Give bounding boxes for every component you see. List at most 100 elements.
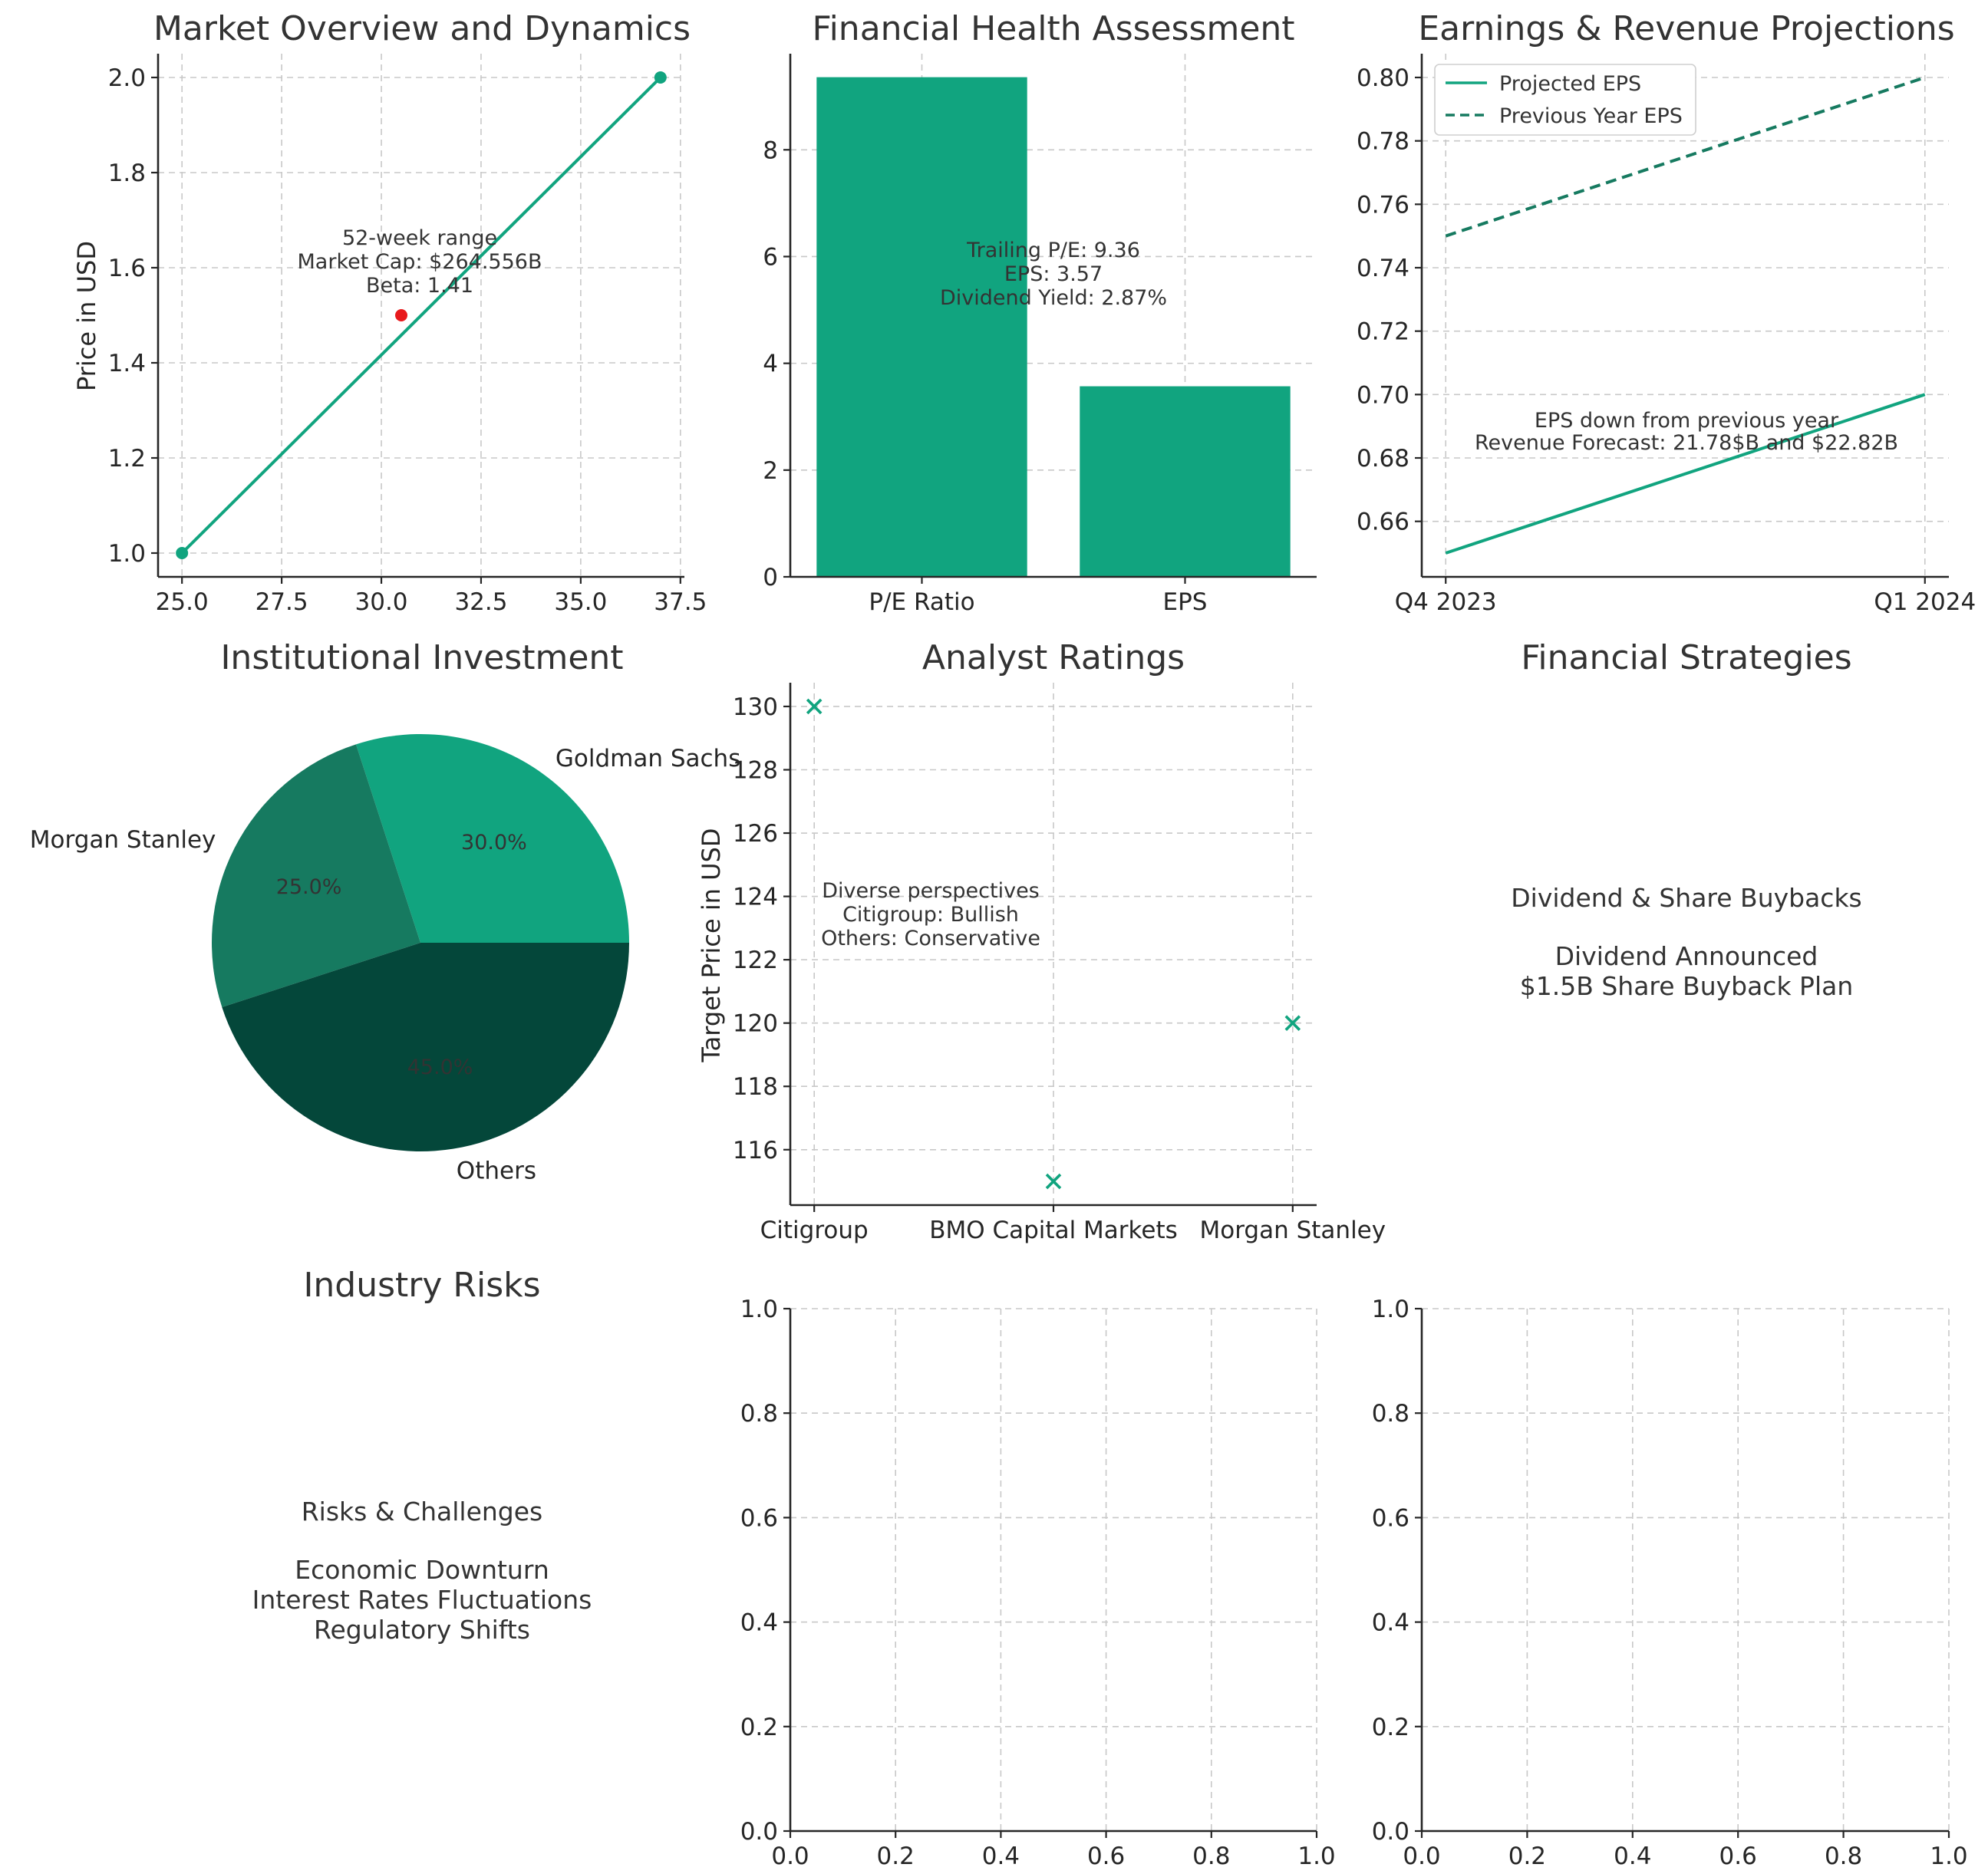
- empty2-ytick-label: 0.4: [1372, 1609, 1409, 1637]
- pie-slice-label: Others: [457, 1158, 536, 1185]
- pie-slice-percent: 25.0%: [276, 875, 342, 899]
- empty2-xtick-label: 0.4: [1614, 1843, 1651, 1870]
- health-ytick-label: 8: [763, 137, 778, 164]
- market-annotation-line: Market Cap: $264.556B: [298, 250, 542, 274]
- market-ytick-label: 2.0: [108, 64, 146, 92]
- analyst-ytick-label: 128: [733, 757, 778, 785]
- pie-slice-goldman-sachs: [355, 734, 629, 943]
- earnings-ytick-label: 0.66: [1357, 509, 1409, 536]
- analyst-ytick-label: 118: [733, 1073, 778, 1101]
- legend-label-previous: Previous Year EPS: [1499, 104, 1683, 128]
- earnings-legend: Projected EPS Previous Year EPS: [1434, 64, 1696, 136]
- empty1-ytick-label: 0.8: [740, 1400, 778, 1428]
- analyst-point-morgan-stanley: [1284, 1015, 1301, 1031]
- earnings-chart-title: Earnings & Revenue Projections: [1418, 9, 1954, 48]
- empty2-ytick-label: 0.8: [1372, 1400, 1409, 1428]
- institutional-investment-chart: Institutional Investment Goldman Sachs 30…: [30, 638, 741, 1185]
- legend-label-projected: Projected EPS: [1499, 72, 1641, 96]
- pie-slice-others: [222, 943, 629, 1152]
- risks-heading: Risks & Challenges: [302, 1497, 542, 1527]
- empty1-xtick-label: 0.0: [771, 1843, 809, 1870]
- pie-slice-percent: 45.0%: [407, 1056, 473, 1079]
- health-annotation-line: EPS: 3.57: [1004, 262, 1103, 286]
- earnings-ytick-label: 0.78: [1357, 128, 1409, 156]
- analyst-xtick-label: Morgan Stanley: [1200, 1217, 1386, 1244]
- analyst-ytick-label: 124: [733, 884, 778, 911]
- empty1-xtick-label: 1.0: [1297, 1843, 1335, 1870]
- market-ytick-label: 1.8: [108, 160, 146, 187]
- analyst-ytick-label: 122: [733, 947, 778, 974]
- strategies-line-2: $1.5B Share Buyback Plan: [1520, 971, 1854, 1001]
- market-xtick-label: 25.0: [156, 588, 209, 616]
- health-annotation-line: Dividend Yield: 2.87%: [940, 286, 1167, 310]
- empty1-xtick-label: 0.2: [877, 1843, 915, 1870]
- empty-axes-2: 0.0 0.2 0.4 0.6 0.8 1.0 0.0 0.2 0.4 0.6 0.8 1.0: [1372, 1296, 1968, 1870]
- earnings-ytick-label: 0.74: [1357, 255, 1409, 282]
- earnings-ytick-label: 0.72: [1357, 318, 1409, 346]
- market-price-point: [654, 71, 667, 84]
- empty2-ytick-label: 0.2: [1372, 1714, 1409, 1741]
- market-xtick-label: 37.5: [654, 588, 707, 616]
- earnings-ytick-label: 0.68: [1357, 445, 1409, 473]
- analyst-ytick-label: 126: [733, 820, 778, 848]
- empty2-ytick-label: 0.6: [1372, 1504, 1409, 1532]
- health-ytick-label: 0: [763, 564, 778, 591]
- earnings-annotation-line: EPS down from previous year: [1535, 409, 1839, 433]
- earnings-annotation-line: Revenue Forecast: 21.78$B and $22.82B: [1475, 431, 1898, 455]
- earnings-xtick-label: Q1 2024: [1874, 588, 1976, 616]
- earnings-ytick-label: 0.80: [1357, 64, 1409, 92]
- pie-slice-label: Goldman Sachs: [556, 745, 741, 772]
- financial-strategies-panel: Financial Strategies Dividend & Share Bu…: [1511, 638, 1862, 1001]
- empty1-xtick-label: 0.4: [982, 1843, 1020, 1870]
- health-annotation-line: Trailing P/E: 9.36: [966, 239, 1140, 262]
- market-overview-chart: Market Overview and Dynamics Price in US…: [72, 9, 707, 616]
- empty2-xtick-label: 0.0: [1403, 1843, 1440, 1870]
- strategies-title: Financial Strategies: [1521, 638, 1851, 677]
- earnings-xtick-label: Q4 2023: [1395, 588, 1497, 616]
- health-bar-eps: [1080, 386, 1291, 577]
- risks-line-3: Regulatory Shifts: [314, 1615, 530, 1645]
- risks-line-2: Interest Rates Fluctuations: [252, 1585, 592, 1615]
- health-ytick-label: 4: [763, 351, 778, 378]
- analyst-annotation-line: Diverse perspectives: [822, 879, 1040, 903]
- empty1-ytick-label: 0.6: [740, 1504, 778, 1532]
- earnings-series-projected-eps: [1445, 393, 1926, 555]
- market-highlight-point: [395, 309, 408, 321]
- market-ytick-label: 1.0: [108, 540, 146, 568]
- health-chart-title: Financial Health Assessment: [812, 9, 1294, 48]
- empty1-ytick-label: 1.0: [740, 1296, 778, 1323]
- market-chart-title: Market Overview and Dynamics: [153, 9, 691, 48]
- market-price-point: [176, 547, 189, 559]
- financial-health-chart: Financial Health Assessment 0 2 4 6 8 P/E Rat…: [763, 9, 1317, 616]
- strategies-line-1: Dividend Announced: [1555, 941, 1818, 971]
- analyst-y-axis-label: Target Price in USD: [697, 828, 726, 1062]
- empty2-xtick-label: 0.2: [1508, 1843, 1546, 1870]
- market-annotation-line: Beta: 1.41: [366, 274, 473, 298]
- empty1-xtick-label: 0.6: [1087, 1843, 1125, 1870]
- empty1-ytick-label: 0.4: [740, 1609, 778, 1637]
- pie-slice-percent: 30.0%: [461, 831, 527, 855]
- pie-slice-morgan-stanley: [211, 744, 420, 1008]
- empty2-xtick-label: 0.6: [1719, 1843, 1757, 1870]
- empty1-xtick-label: 0.8: [1192, 1843, 1230, 1870]
- market-ytick-label: 1.6: [108, 255, 146, 282]
- empty2-ytick-label: 1.0: [1372, 1296, 1409, 1323]
- earnings-projections-chart: Earnings & Revenue Projections Q4 2023 Q1…: [1357, 9, 1976, 616]
- empty2-ytick-label: 0.0: [1372, 1818, 1409, 1846]
- risks-title: Industry Risks: [303, 1266, 540, 1305]
- empty2-xtick-label: 1.0: [1930, 1843, 1967, 1870]
- empty2-xtick-label: 0.8: [1825, 1843, 1862, 1870]
- analyst-chart-title: Analyst Ratings: [922, 638, 1185, 677]
- market-xtick-label: 32.5: [454, 588, 507, 616]
- pie-chart-title: Institutional Investment: [220, 638, 623, 677]
- analyst-ytick-label: 120: [733, 1010, 778, 1038]
- market-annotation-line: 52-week range: [342, 226, 497, 250]
- earnings-ytick-label: 0.76: [1357, 191, 1409, 219]
- health-xtick-label: P/E Ratio: [869, 588, 974, 616]
- market-xtick-label: 30.0: [355, 588, 408, 616]
- analyst-xtick-label: BMO Capital Markets: [929, 1217, 1178, 1244]
- health-ytick-label: 2: [763, 457, 778, 485]
- analyst-xtick-label: Citigroup: [760, 1217, 869, 1244]
- empty-axes-1: 0.0 0.2 0.4 0.6 0.8 1.0 0.0 0.2 0.4 0.6 0.8 1.0: [740, 1296, 1336, 1870]
